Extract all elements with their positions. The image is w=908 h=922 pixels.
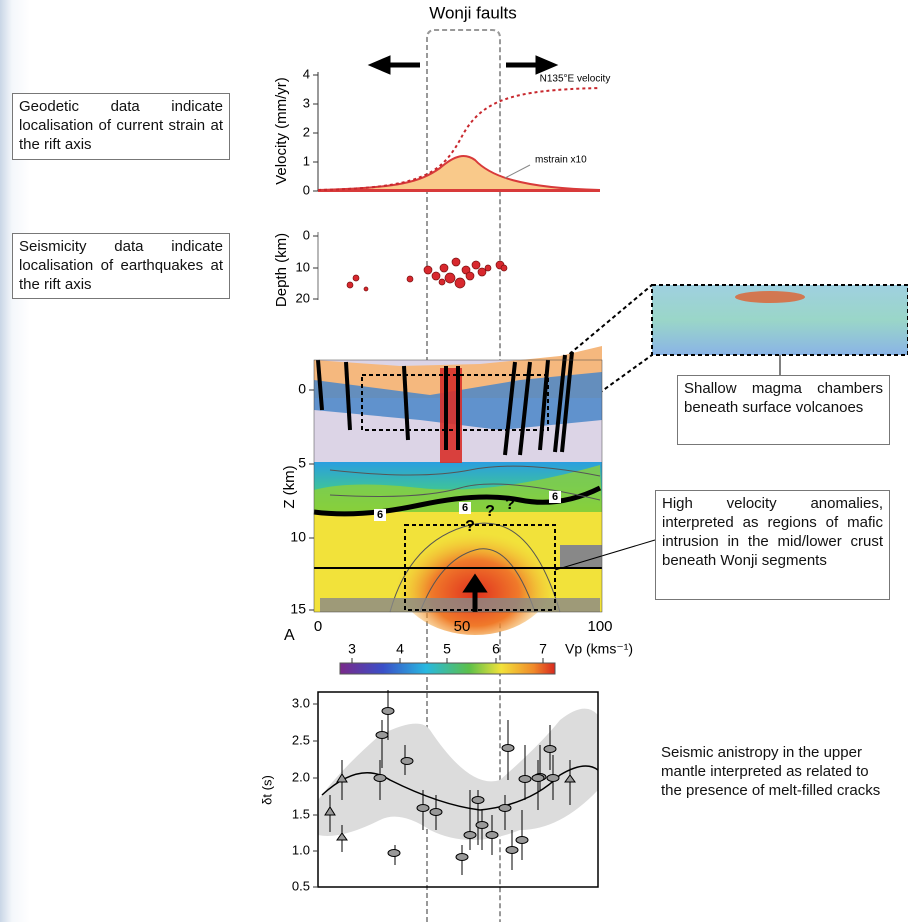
event bbox=[477, 267, 487, 277]
event bbox=[461, 265, 471, 275]
contour-label-bg bbox=[549, 491, 561, 503]
colorbar bbox=[339, 662, 556, 675]
inset-frame bbox=[651, 284, 908, 356]
anisotropy-panel: δt (s) bbox=[259, 690, 599, 888]
velocity-label: N135°E velocity bbox=[540, 74, 611, 85]
question-mark: ? bbox=[465, 518, 475, 535]
event bbox=[471, 260, 481, 270]
y-tick-label: 2.0 bbox=[292, 769, 310, 784]
event bbox=[465, 271, 475, 281]
contour-label-bg bbox=[374, 509, 386, 521]
y-tick-label: 1.5 bbox=[292, 806, 310, 821]
y-tick-label: 3 bbox=[303, 95, 310, 110]
strain-label: mstrain x10 bbox=[535, 155, 587, 166]
y-tick-label: 0 bbox=[303, 182, 310, 197]
inset-anomaly bbox=[735, 291, 805, 303]
event bbox=[406, 275, 414, 283]
event bbox=[454, 277, 466, 289]
question-mark: ? bbox=[505, 496, 515, 513]
y-tick-label: 0 bbox=[298, 381, 306, 397]
y-tick-label: 15 bbox=[290, 601, 306, 617]
seismicity-panel: Depth (km) bbox=[273, 232, 508, 307]
tomography-panel: Z (km) A Vp (kms⁻¹) bbox=[281, 346, 656, 675]
y-tick-label: 3.0 bbox=[292, 695, 310, 710]
y-tick-label: 0.5 bbox=[292, 878, 310, 893]
annotation-text: Seismic anistropy in the upper mantle in… bbox=[661, 744, 881, 799]
y-label: Z (km) bbox=[281, 465, 298, 508]
event bbox=[451, 257, 461, 267]
contour-label: 6 bbox=[377, 509, 383, 521]
y-tick-label: 10 bbox=[290, 529, 306, 545]
event bbox=[438, 278, 446, 286]
y-tick-label: 1.0 bbox=[292, 842, 310, 857]
colorbar-label: Vp (kms⁻¹) bbox=[565, 641, 633, 657]
annotation-box: Shallow magma chambers beneath surface v… bbox=[677, 375, 890, 445]
y-label: δt (s) bbox=[259, 775, 274, 805]
annotation-box: Seismicity data indicate localisation of… bbox=[12, 233, 230, 299]
y-tick-label: 1 bbox=[303, 153, 310, 168]
colorbar-tick-label: 7 bbox=[539, 641, 547, 657]
event bbox=[484, 264, 492, 272]
title: Wonji faults bbox=[429, 3, 517, 22]
leader bbox=[504, 164, 531, 179]
annotation-box: High velocity anomalies, interpreted as … bbox=[655, 490, 890, 600]
arrow-left bbox=[367, 55, 420, 75]
y-tick-label: 2 bbox=[303, 124, 310, 139]
rift-axis-frame bbox=[426, 29, 501, 922]
y-tick-label: 0 bbox=[303, 227, 310, 242]
connector bbox=[554, 539, 656, 571]
colorbar-tick-label: 4 bbox=[396, 641, 404, 657]
x-tick-label: 50 bbox=[454, 618, 471, 635]
panel-letter: A bbox=[284, 627, 295, 644]
y-tick-label: 20 bbox=[296, 290, 310, 305]
event bbox=[346, 281, 354, 289]
event bbox=[363, 286, 369, 292]
contour-label: 6 bbox=[552, 491, 558, 503]
y-label: Depth (km) bbox=[273, 233, 290, 307]
contour-label-bg bbox=[459, 502, 471, 514]
x-tick-label: 0 bbox=[314, 618, 322, 635]
question-mark: ? bbox=[485, 503, 495, 520]
contour-label: 6 bbox=[462, 502, 468, 514]
event bbox=[423, 265, 433, 275]
event bbox=[352, 274, 360, 282]
colorbar-tick-label: 5 bbox=[443, 641, 451, 657]
event bbox=[439, 263, 449, 273]
y-tick-label: 5 bbox=[298, 455, 306, 471]
y-tick-label: 10 bbox=[296, 259, 310, 274]
x-tick-label: 100 bbox=[587, 618, 612, 635]
y-label: Velocity (mm/yr) bbox=[273, 77, 290, 185]
arrow-right bbox=[506, 55, 559, 75]
event bbox=[444, 272, 456, 284]
velocity-panel: N135°E velocity mstrain x10 Velocity (mm… bbox=[273, 72, 611, 192]
event bbox=[431, 271, 441, 281]
y-tick-label: 2.5 bbox=[292, 732, 310, 747]
colorbar-tick-label: 6 bbox=[492, 641, 500, 657]
velocity-curve bbox=[317, 87, 601, 191]
y-tick-label: 4 bbox=[303, 66, 310, 81]
annotation-box: Geodetic data indicate localisation of c… bbox=[12, 93, 230, 160]
event bbox=[500, 264, 508, 272]
colorbar-tick-label: 3 bbox=[348, 641, 356, 657]
